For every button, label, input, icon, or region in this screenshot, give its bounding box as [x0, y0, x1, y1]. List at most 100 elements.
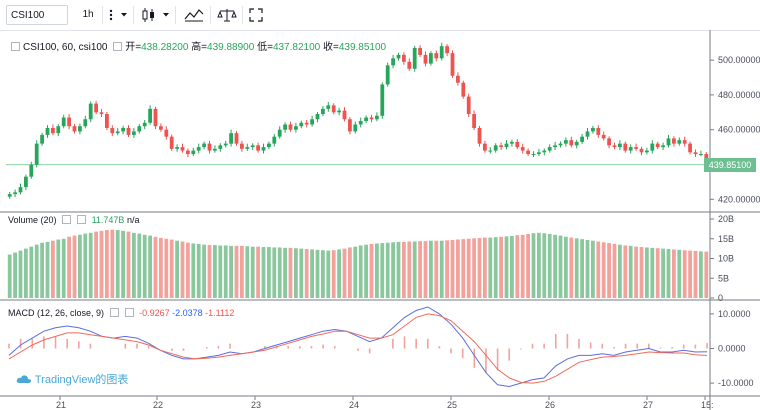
volume-bar — [666, 249, 671, 298]
candle-body — [434, 53, 439, 59]
candle-body — [288, 124, 293, 130]
candle-body — [234, 133, 239, 144]
candle-body — [542, 150, 547, 153]
candle-body — [94, 103, 98, 113]
candle-body — [385, 65, 390, 85]
candle-body — [439, 46, 444, 59]
settings-icon[interactable] — [113, 42, 123, 51]
volume-bar — [547, 234, 552, 298]
candle-body — [353, 124, 358, 132]
candle-body — [472, 114, 476, 128]
volume-bar — [51, 240, 55, 298]
volume-bar — [180, 241, 185, 298]
candle-body — [223, 143, 228, 146]
candle-body — [585, 131, 590, 137]
volume-bar — [677, 249, 682, 298]
price-axis-label: 500.00000 — [718, 55, 760, 65]
chart-canvas[interactable]: 500.00000 480.00000 460.00000 420.00000 20B 1… — [0, 30, 760, 410]
candle-body — [56, 126, 61, 134]
candle-body — [488, 150, 493, 152]
candle-body — [547, 147, 552, 151]
candle-body — [207, 143, 212, 151]
volume-bar — [461, 239, 466, 298]
tradingview-watermark[interactable]: TradingView的图表 — [16, 371, 128, 387]
candle-body — [110, 127, 115, 134]
volume-bar — [574, 238, 579, 298]
high-value: 439.88900 — [207, 42, 255, 53]
volume-bar — [126, 231, 131, 298]
volume-bar — [250, 246, 255, 298]
candlestick-icon[interactable] — [138, 5, 160, 25]
volume-bar — [310, 249, 314, 298]
vertical-dots-icon[interactable] — [104, 5, 118, 25]
low-value: 437.82100 — [272, 42, 321, 53]
candle-body — [88, 103, 93, 120]
volume-bar — [304, 249, 309, 298]
candle-body — [24, 176, 28, 188]
chevron-down-icon[interactable] — [160, 5, 172, 25]
candle-body — [256, 145, 260, 151]
collapse-icon[interactable] — [11, 42, 20, 51]
candle-body — [526, 150, 530, 155]
candle-body — [202, 143, 206, 148]
interval-button[interactable]: 1h — [82, 9, 94, 20]
volume-bar — [429, 240, 433, 298]
volume-bar — [466, 238, 471, 298]
candle-body — [337, 110, 341, 113]
volume-bar — [153, 236, 158, 298]
candle-body — [645, 150, 649, 153]
candle-body — [51, 127, 55, 134]
last-price-tag: 439.85100 — [704, 157, 756, 172]
candle-body — [580, 136, 584, 142]
candle-body — [672, 138, 676, 144]
volume-bar — [83, 233, 88, 298]
close-icon[interactable] — [77, 215, 87, 224]
candle-body — [67, 117, 71, 127]
candle-body — [634, 147, 638, 149]
price-axis-label: 460.00000 — [718, 125, 760, 135]
volume-bar — [175, 240, 179, 298]
candle-body — [612, 145, 617, 148]
time-axis-label: 27 — [643, 400, 653, 410]
symbol-search-input[interactable]: CSI100 — [6, 5, 68, 25]
volume-bar — [148, 235, 152, 298]
volume-bar — [623, 245, 628, 298]
candle-body — [693, 152, 698, 155]
chevron-down-icon[interactable] — [118, 5, 130, 25]
indicators-icon[interactable] — [182, 5, 206, 25]
candle-body — [510, 141, 514, 144]
volume-bar — [418, 241, 422, 298]
settings-icon[interactable] — [62, 215, 72, 224]
candle-body — [564, 140, 568, 144]
candle-body — [250, 145, 255, 148]
volume-bar — [472, 238, 476, 298]
volume-value: 11.747B — [91, 215, 125, 225]
volume-bar — [369, 243, 374, 298]
volume-bar — [326, 250, 331, 298]
volume-bar — [531, 233, 536, 298]
macd-value-2: -2.0378 — [172, 308, 203, 318]
volume-bar — [704, 251, 709, 298]
candle-body — [483, 143, 487, 151]
candle-body — [456, 75, 460, 83]
candle-body — [418, 47, 422, 55]
price-axis-label: 420.00000 — [718, 194, 760, 204]
volume-bar — [218, 245, 223, 298]
volume-bar — [29, 246, 34, 298]
candle-body — [666, 138, 671, 146]
volume-bar — [650, 247, 655, 298]
close-icon[interactable] — [124, 308, 134, 317]
volume-bar — [612, 243, 617, 298]
volume-bar — [272, 247, 277, 298]
candle-body — [99, 112, 104, 115]
volume-bar — [105, 230, 109, 298]
settings-icon[interactable] — [109, 308, 119, 317]
candle-body — [180, 147, 185, 151]
candle-body — [342, 110, 347, 120]
toolbar-divider — [102, 6, 103, 24]
fullscreen-icon[interactable] — [246, 5, 266, 25]
time-axis-label: 24 — [349, 400, 359, 410]
candle-body — [466, 96, 471, 115]
compare-scale-icon[interactable] — [215, 5, 239, 25]
candle-body — [493, 145, 498, 151]
